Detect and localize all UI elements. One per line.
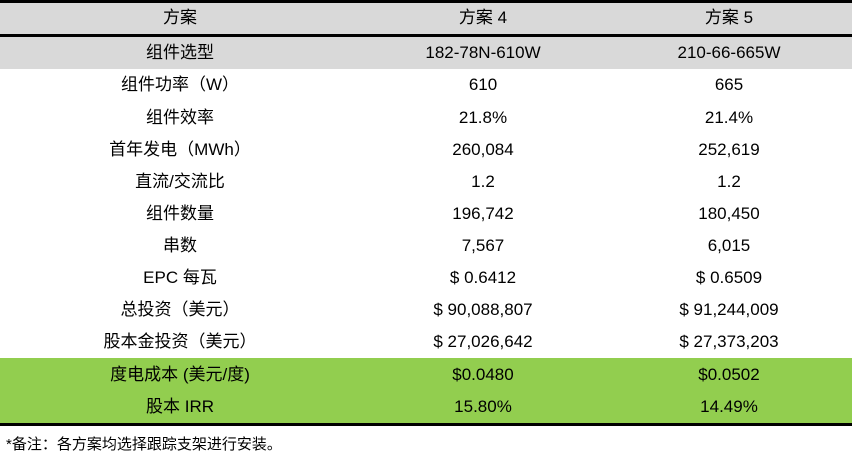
row-value-scheme-4: 15.80% (360, 391, 606, 426)
column-header-label-text: 方案 (163, 8, 197, 28)
table-row: 直流/交流比 1.2 1.2 (0, 166, 852, 198)
row-value-scheme-5: 21.4% (606, 102, 852, 134)
row-label: 股本 IRR (0, 391, 360, 426)
row-value-scheme-5: 210-66-665W (606, 35, 852, 69)
row-label: 组件效率 (0, 102, 360, 134)
row-value-scheme-5: 6,015 (606, 230, 852, 262)
table-row: EPC 每瓦 $ 0.6412 $ 0.6509 (0, 262, 852, 294)
row-value-scheme-4: 7,567 (360, 230, 606, 262)
row-value-scheme-4: $ 27,026,642 (360, 326, 606, 359)
table-row: 组件数量 196,742 180,450 (0, 198, 852, 230)
row-value-scheme-5: 252,619 (606, 134, 852, 166)
row-value-scheme-5: 1.2 (606, 166, 852, 198)
row-value-scheme-5: $ 91,244,009 (606, 294, 852, 326)
row-label: 总投资（美元） (0, 294, 360, 326)
column-header-scheme-4: 方案 4 (360, 0, 606, 37)
row-label: 首年发电（MWh） (0, 134, 360, 166)
table-row: 股本金投资（美元） $ 27,026,642 $ 27,373,203 (0, 326, 852, 359)
row-value-scheme-4: 1.2 (360, 166, 606, 198)
table-footnote: *备注：各方案均选择跟踪支架进行安装。 (0, 426, 852, 454)
row-value-scheme-5: 665 (606, 69, 852, 102)
row-label: 直流/交流比 (0, 166, 360, 198)
row-label: EPC 每瓦 (0, 262, 360, 294)
row-label: 组件选型 (0, 35, 360, 69)
row-value-scheme-4: 182-78N-610W (360, 35, 606, 69)
row-value-scheme-4: 610 (360, 69, 606, 102)
row-value-scheme-5: $0.0502 (606, 358, 852, 391)
row-value-scheme-5: $ 27,373,203 (606, 326, 852, 359)
row-value-scheme-5: 180,450 (606, 198, 852, 230)
row-value-scheme-5: 14.49% (606, 391, 852, 426)
scheme-comparison-table: 方案 方案 4 方案 5 组件选型 182-78N-610W 210- (0, 0, 852, 426)
row-label: 组件功率（W） (0, 69, 360, 102)
row-value-scheme-4: 196,742 (360, 198, 606, 230)
row-value-scheme-4: 21.8% (360, 102, 606, 134)
table-row: 串数 7,567 6,015 (0, 230, 852, 262)
table-row: 组件选型 182-78N-610W 210-66-665W (0, 35, 852, 69)
row-value-scheme-4: $ 0.6412 (360, 262, 606, 294)
row-label: 股本金投资（美元） (0, 326, 360, 359)
table-header-row: 方案 方案 4 方案 5 (0, 0, 852, 37)
row-label: 组件数量 (0, 198, 360, 230)
column-header-label: 方案 (0, 0, 360, 37)
column-header-scheme-5-text: 方案 5 (704, 8, 754, 28)
row-label: 串数 (0, 230, 360, 262)
table-row-highlighted: 股本 IRR 15.80% 14.49% (0, 391, 852, 426)
row-label: 度电成本 (美元/度) (0, 358, 360, 391)
table-body: 组件选型 182-78N-610W 210-66-665W 组件功率（W） 61… (0, 35, 852, 426)
table-row: 首年发电（MWh） 260,084 252,619 (0, 134, 852, 166)
column-header-scheme-5: 方案 5 (606, 0, 852, 37)
table-header: 方案 方案 4 方案 5 (0, 0, 852, 37)
table-row-highlighted: 度电成本 (美元/度) $0.0480 $0.0502 (0, 358, 852, 391)
row-value-scheme-4: $ 90,088,807 (360, 294, 606, 326)
column-header-scheme-4-text: 方案 4 (458, 8, 508, 28)
table-row: 组件效率 21.8% 21.4% (0, 102, 852, 134)
table-row: 总投资（美元） $ 90,088,807 $ 91,244,009 (0, 294, 852, 326)
row-value-scheme-4: $0.0480 (360, 358, 606, 391)
row-value-scheme-4: 260,084 (360, 134, 606, 166)
table-row: 组件功率（W） 610 665 (0, 69, 852, 102)
row-value-scheme-5: $ 0.6509 (606, 262, 852, 294)
